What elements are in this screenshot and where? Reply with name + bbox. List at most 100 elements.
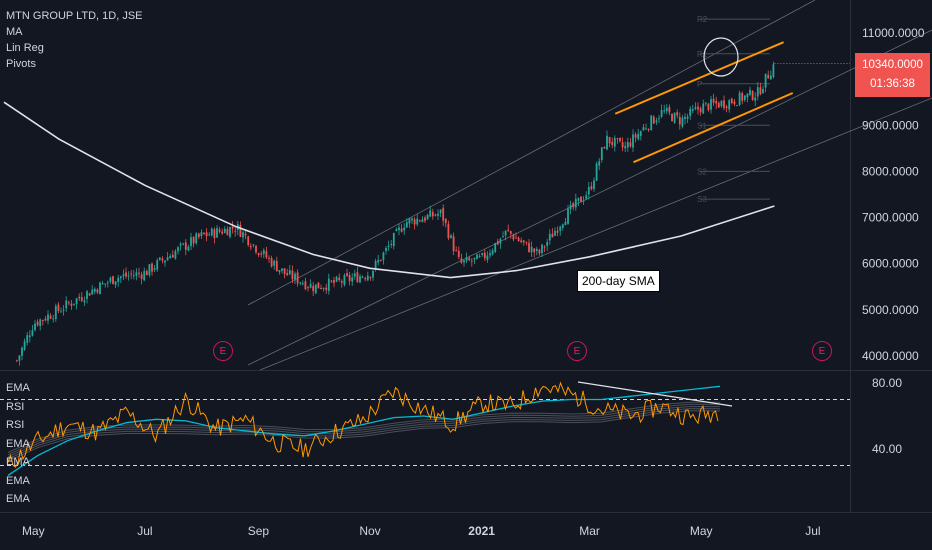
candle-body (421, 219, 424, 223)
candle-body (36, 321, 39, 326)
candle-body (613, 137, 616, 147)
legend-item-ema-4[interactable]: EMA (6, 474, 30, 487)
pivot-label: P (697, 80, 702, 89)
candle-body (210, 228, 213, 236)
sma-annotation: 200-day SMA (577, 270, 660, 292)
candle-body (473, 257, 476, 260)
time-tick-label: Nov (359, 524, 380, 538)
candle-body (429, 210, 432, 217)
candle-body (424, 217, 426, 221)
candle-body (460, 258, 463, 263)
candle-body (587, 187, 590, 195)
candle-body (694, 107, 697, 109)
candle-body (138, 272, 140, 274)
candle-body (182, 243, 185, 245)
ema-ribbon-line (7, 401, 721, 453)
legend-item-ema-3[interactable]: EMA (6, 456, 30, 468)
candle-body (278, 270, 281, 273)
candle-body (132, 275, 135, 277)
candle-body (307, 287, 309, 289)
price-tick-label: 7000.0000 (862, 211, 919, 225)
candle-body (283, 268, 286, 274)
candle-body (80, 297, 83, 301)
candle-body (314, 284, 317, 294)
candle-body (611, 142, 614, 145)
candle-body (590, 186, 593, 190)
candle-body (741, 93, 744, 101)
candle-body (730, 98, 733, 103)
candle-body (645, 128, 647, 130)
candle-body (325, 287, 328, 291)
candle-body (496, 241, 499, 245)
candle-body (221, 231, 224, 234)
candle-body (114, 281, 117, 285)
candle-body (577, 197, 580, 201)
candle-body (343, 275, 346, 285)
price-tick-label: 4000.0000 (862, 349, 919, 363)
candle-body (452, 236, 455, 252)
earnings-marker-3[interactable]: E (812, 341, 832, 361)
candle-body (34, 323, 36, 330)
earnings-marker-1[interactable]: E (213, 341, 233, 361)
candle-body (756, 87, 759, 97)
candle-body (322, 287, 325, 289)
legend-item-ema-1[interactable]: EMA (6, 382, 30, 394)
legend-item-ema-5[interactable]: EMA (6, 493, 30, 505)
candle-body (426, 214, 429, 220)
candle-body (387, 245, 390, 247)
candle-body (569, 204, 572, 210)
price-tick-label: 11000.0000 (862, 26, 925, 40)
candle-body (434, 214, 437, 216)
ema-ribbon-line (7, 410, 721, 462)
candle-body (140, 274, 143, 279)
candle-body (88, 293, 91, 296)
candle-body (174, 251, 177, 259)
earnings-marker-2[interactable]: E (567, 341, 587, 361)
candle-body (60, 311, 62, 313)
candle-body (772, 64, 775, 78)
candle-body (684, 117, 686, 120)
legend-item-ma[interactable]: MA (6, 26, 23, 38)
candle-body (184, 242, 187, 250)
candle-body (216, 228, 218, 238)
last-price-tag: 10340.0000 01:36:38 (855, 53, 930, 97)
candle-body (353, 273, 356, 277)
candle-body (431, 212, 434, 217)
candle-body (296, 272, 299, 284)
candle-body (52, 318, 55, 320)
chart-title[interactable]: MTN GROUP LTD, 1D, JSE (6, 10, 143, 22)
candle-body (57, 304, 60, 311)
candle-body (728, 100, 731, 110)
candle-body (166, 257, 169, 261)
candle-body (520, 240, 523, 243)
candle-body (535, 248, 538, 251)
candle-body (767, 75, 770, 79)
legend-item-rsi-2[interactable]: RSI (6, 419, 25, 431)
candle-body (26, 335, 29, 343)
candle-body (567, 208, 569, 224)
candle-body (239, 224, 242, 237)
candle-body (171, 254, 174, 258)
candle-body (515, 237, 517, 239)
legend-item-ema-2[interactable]: EMA (6, 437, 30, 450)
candle-body (403, 227, 406, 231)
candle-body (457, 250, 460, 258)
candle-body (720, 100, 723, 107)
candle-body (265, 251, 268, 258)
legend-item-rsi-1[interactable]: RSI (6, 400, 25, 413)
candle-body (652, 116, 655, 124)
candle-body (671, 114, 673, 122)
candle-body (369, 276, 372, 278)
candle-body (281, 268, 283, 271)
candle-body (749, 89, 751, 95)
time-tick-label: May (690, 524, 713, 538)
candle-body (736, 105, 738, 107)
candle-body (242, 232, 244, 238)
candle-body (551, 233, 554, 238)
linreg-line-2 (247, 29, 932, 366)
legend-item-linreg[interactable]: Lin Reg (6, 42, 44, 54)
legend-item-pivots[interactable]: Pivots (6, 58, 36, 70)
candle-body (486, 255, 489, 261)
candle-body (499, 239, 502, 244)
